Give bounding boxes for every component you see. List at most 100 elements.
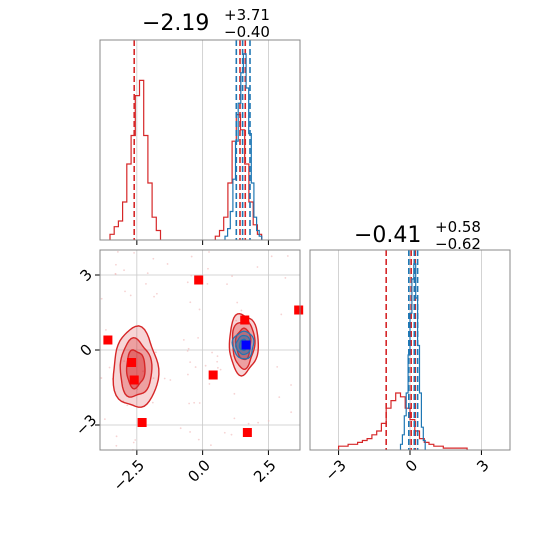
bl-ytick-label-2: 3 (76, 265, 95, 284)
bl-sample-point (151, 401, 154, 404)
bl-sample-point (208, 251, 210, 253)
bl-red-marker-6 (240, 315, 250, 325)
bl-sample-point (197, 438, 200, 441)
bl-sample-point (208, 383, 211, 385)
bl-red-marker-4 (194, 275, 204, 285)
bl-sample-point (145, 282, 147, 285)
bl-sample-point (235, 319, 238, 322)
histogram-panel-param-2: −3 0 3 (309, 249, 511, 485)
bl-xtick-label-1: 0.0 (184, 456, 214, 486)
bl-sample-point (189, 361, 192, 364)
br-xtick-label-1: 0 (402, 456, 421, 475)
contour-panel-2d: −2.5 0.0 2.5 −3 0 3 (72, 249, 304, 495)
bl-sample-point (216, 355, 219, 358)
bl-sample-point (124, 290, 126, 293)
bl-sample-point (116, 250, 119, 253)
bl-sample-point (152, 257, 155, 260)
bl-sample-point (188, 402, 191, 405)
bl-red-marker-5 (208, 370, 218, 380)
title-param-2-lower: −0.62 (435, 235, 481, 253)
bl-sample-point (278, 396, 281, 399)
bl-sample-point (233, 392, 236, 395)
bl-sample-point (257, 421, 260, 424)
bl-sample-point (152, 377, 155, 380)
bl-sample-point (123, 269, 125, 272)
bl-sample-point (290, 411, 293, 414)
bl-sample-point (256, 266, 259, 268)
bl-sample-point (198, 308, 201, 311)
title-param-2-upper: +0.58 (435, 218, 481, 236)
bl-sample-point (189, 431, 191, 433)
bl-sample-point (115, 263, 117, 266)
bl-sample-point (186, 281, 189, 284)
bl-frame (99, 249, 301, 451)
bl-ytick-label-0: −3 (72, 411, 100, 439)
title-param-1-upper: +3.71 (224, 6, 270, 24)
br-series-blue-histogram (399, 263, 426, 450)
bl-red-marker-7 (242, 428, 252, 437)
bl-sample-point (270, 255, 273, 258)
bl-sample-point (115, 435, 118, 438)
bl-sample-point (240, 309, 243, 312)
bl-sample-point (284, 277, 287, 279)
bl-sample-point (103, 418, 106, 421)
bl-sample-point (100, 297, 103, 300)
bl-sample-point (207, 267, 209, 270)
bl-sample-point (211, 351, 213, 354)
bl-sample-point (233, 417, 236, 420)
tl-frame (99, 39, 301, 241)
bl-sample-point (105, 329, 107, 331)
bl-sample-point (129, 294, 132, 297)
bl-red-marker-3 (137, 418, 147, 427)
title-param-1: −2.19 +3.71 −0.40 (142, 6, 270, 41)
bl-sample-point (187, 347, 190, 350)
bl-sample-point (290, 384, 292, 386)
bl-sample-point (134, 439, 137, 441)
bl-sample-point (230, 433, 233, 436)
bl-sample-point (216, 366, 219, 369)
bl-sample-point (247, 422, 250, 425)
title-param-2: −0.41 +0.58 −0.62 (354, 218, 481, 253)
bl-xtick-label-2: 2.5 (250, 456, 280, 486)
bl-sample-point (198, 402, 201, 404)
title-param-1-value: −2.19 (142, 11, 209, 36)
bl-red-marker-2 (129, 375, 139, 385)
bl-red-marker-1 (127, 358, 137, 367)
bl-sample-point (100, 377, 103, 379)
bl-sample-point (142, 370, 144, 373)
bl-xtick-label-0: −2.5 (110, 456, 148, 494)
bl-sample-point (190, 274, 193, 277)
bl-sample-point (179, 427, 182, 430)
bl-sample-point (108, 366, 111, 369)
bl-sample-point (210, 444, 212, 447)
bl-sample-point (155, 292, 158, 295)
bl-sample-point (190, 255, 193, 258)
bl-red-marker-8 (294, 305, 304, 315)
bl-sample-point (153, 295, 155, 298)
br-xtick-label-0: −3 (322, 456, 350, 484)
bl-sample-point (132, 441, 135, 444)
bl-sample-point (267, 419, 270, 422)
bl-sample-point (206, 282, 209, 285)
br-frame (309, 249, 511, 451)
bl-sample-point (155, 351, 157, 354)
bl-sample-point (186, 349, 189, 352)
bl-red-marker-0 (103, 335, 113, 345)
bl-sample-point (133, 251, 135, 254)
bl-sample-point (280, 313, 283, 316)
bl-sample-point (216, 360, 219, 363)
br-xtick-label-2: 3 (473, 456, 492, 475)
bl-sample-point (189, 301, 192, 304)
bl-blue-marker-0 (241, 340, 251, 350)
bl-sample-point (187, 373, 189, 376)
bl-sample-point (182, 339, 185, 341)
bl-sample-point (166, 263, 169, 265)
bl-sample-point (136, 388, 139, 391)
histogram-panel-param-1 (99, 39, 301, 245)
bl-red-contour-0-1 (119, 336, 153, 398)
bl-sample-point (123, 360, 126, 363)
bl-sample-point (226, 283, 228, 285)
bl-sample-point (169, 379, 172, 381)
title-param-2-value: −0.41 (354, 223, 421, 248)
